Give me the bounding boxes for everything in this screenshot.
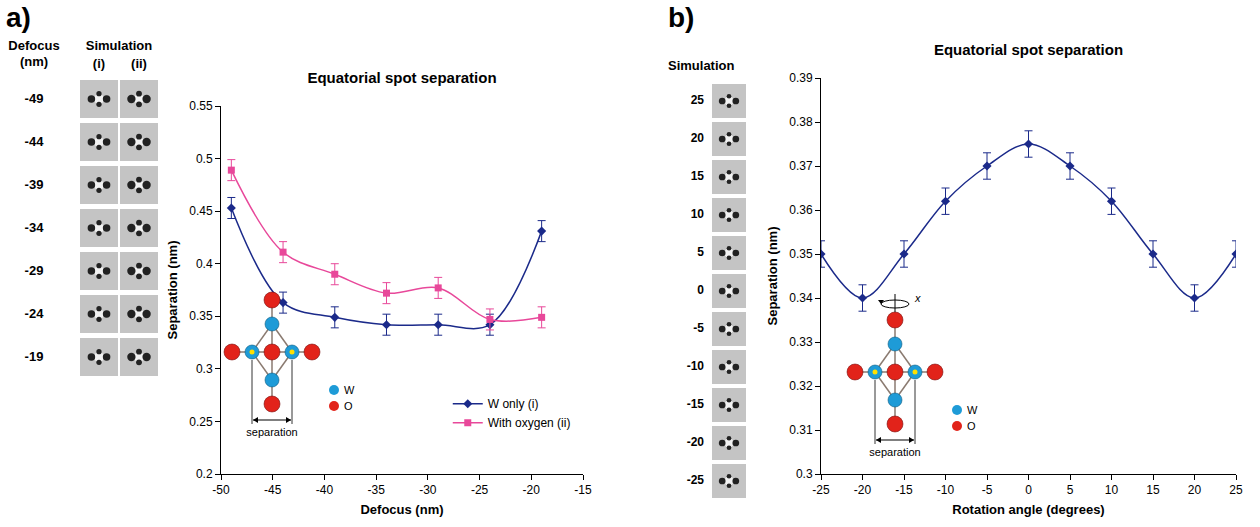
svg-text:O: O xyxy=(967,420,976,432)
svg-text:W: W xyxy=(344,384,355,396)
svg-text:0.25: 0.25 xyxy=(189,415,213,429)
svg-text:0.34: 0.34 xyxy=(789,291,813,305)
html-text:Simulation: Simulation xyxy=(668,58,735,73)
html-text:25: 25 xyxy=(690,93,704,107)
html-text:(i): (i) xyxy=(92,56,106,71)
svg-text:Separation (nm): Separation (nm) xyxy=(165,241,180,340)
svg-text:0.55: 0.55 xyxy=(189,99,213,113)
svg-text:-35: -35 xyxy=(367,483,385,497)
svg-text:10: 10 xyxy=(1105,483,1119,497)
svg-text:Defocus (nm): Defocus (nm) xyxy=(360,502,443,517)
html-text:(ii): (ii) xyxy=(131,56,147,71)
svg-text:-45: -45 xyxy=(264,483,282,497)
svg-text:0.5: 0.5 xyxy=(196,152,213,166)
html-text:-19: -19 xyxy=(24,349,44,364)
svg-text:-5: -5 xyxy=(982,483,993,497)
html-text:20: 20 xyxy=(690,131,704,145)
html-text:-34: -34 xyxy=(24,220,44,235)
svg-text:-20: -20 xyxy=(854,483,872,497)
svg-text:0.3: 0.3 xyxy=(196,362,213,376)
svg-text:0.3: 0.3 xyxy=(796,467,813,481)
html-text:5: 5 xyxy=(697,245,704,259)
html-text:-24: -24 xyxy=(24,306,44,321)
svg-text:0.32: 0.32 xyxy=(789,379,813,393)
svg-text:0.4: 0.4 xyxy=(196,257,213,271)
svg-text:0.45: 0.45 xyxy=(189,204,213,218)
svg-text:25: 25 xyxy=(1229,483,1243,497)
svg-text:-20: -20 xyxy=(523,483,541,497)
svg-text:15: 15 xyxy=(1146,483,1160,497)
html-text:Defocus (nm): Defocus (nm) xyxy=(8,38,60,69)
svg-text:Equatorial spot separation: Equatorial spot separation xyxy=(307,69,496,86)
html-text:-20: -20 xyxy=(686,435,704,449)
svg-text:-25: -25 xyxy=(471,483,489,497)
svg-text:0.39: 0.39 xyxy=(789,71,813,85)
svg-text:Separation (nm): Separation (nm) xyxy=(765,227,780,326)
html-text:-10: -10 xyxy=(686,359,704,373)
html-text:15: 15 xyxy=(690,169,704,183)
html-text:-5: -5 xyxy=(693,321,704,335)
svg-text:W: W xyxy=(967,404,978,416)
svg-text:-25: -25 xyxy=(812,483,830,497)
svg-text:separation: separation xyxy=(869,446,920,458)
svg-text:-40: -40 xyxy=(316,483,334,497)
html-text:-49: -49 xyxy=(24,91,44,106)
html-text:0: 0 xyxy=(697,283,704,297)
html-text:-25: -25 xyxy=(686,473,704,487)
svg-text:0.33: 0.33 xyxy=(789,335,813,349)
svg-text:-10: -10 xyxy=(937,483,955,497)
html-text:a): a) xyxy=(6,2,31,33)
svg-text:separation: separation xyxy=(246,426,297,438)
html-text:10: 10 xyxy=(690,207,704,221)
html-text:-15: -15 xyxy=(686,397,704,411)
svg-text:W only (i): W only (i) xyxy=(488,397,539,411)
svg-text:0.2: 0.2 xyxy=(196,467,213,481)
svg-text:0.35: 0.35 xyxy=(189,309,213,323)
html-text:b): b) xyxy=(668,2,695,33)
svg-text:With oxygen (ii): With oxygen (ii) xyxy=(488,416,571,430)
svg-text:Rotation angle (degrees): Rotation angle (degrees) xyxy=(952,502,1104,517)
html-text:Simulation: Simulation xyxy=(85,38,153,53)
svg-text:0.37: 0.37 xyxy=(789,159,813,173)
svg-text:O: O xyxy=(344,400,353,412)
svg-text:20: 20 xyxy=(1188,483,1202,497)
html-text:-29: -29 xyxy=(24,263,44,278)
html-text:-39: -39 xyxy=(24,177,44,192)
svg-text:-15: -15 xyxy=(574,483,592,497)
svg-text:0: 0 xyxy=(1025,483,1032,497)
svg-text:0.36: 0.36 xyxy=(789,203,813,217)
svg-text:0.31: 0.31 xyxy=(789,423,813,437)
svg-text:-30: -30 xyxy=(419,483,437,497)
svg-text:0.35: 0.35 xyxy=(789,247,813,261)
svg-text:5: 5 xyxy=(1067,483,1074,497)
svg-text:Equatorial spot separation: Equatorial spot separation xyxy=(934,41,1123,58)
svg-text:x: x xyxy=(914,292,921,304)
html-text:-44: -44 xyxy=(24,134,44,149)
svg-text:-50: -50 xyxy=(212,483,230,497)
svg-text:-15: -15 xyxy=(895,483,913,497)
svg-text:0.38: 0.38 xyxy=(789,115,813,129)
